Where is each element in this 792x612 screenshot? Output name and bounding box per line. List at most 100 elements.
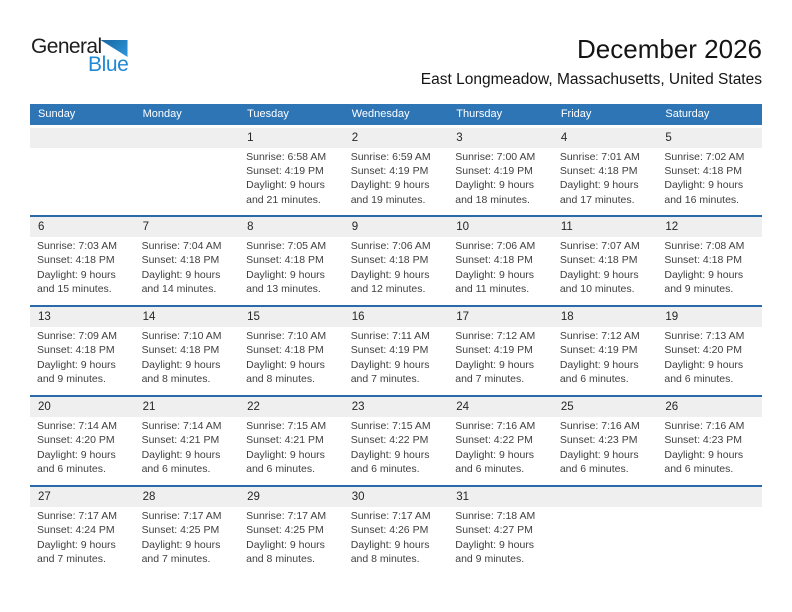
sunrise-text: Sunrise: 7:12 AM <box>455 330 536 342</box>
sunrise-text: Sunrise: 7:16 AM <box>664 420 745 432</box>
page-title: December 2026 <box>577 34 762 64</box>
sunset-text: Sunset: 4:19 PM <box>350 164 429 177</box>
day-details: Sunrise: 7:07 AM Sunset: 4:18 PM Daylight:… <box>553 237 658 297</box>
day-details: Sunrise: 7:15 AM Sunset: 4:22 PM Daylight:… <box>344 417 449 477</box>
day-header-thursday: Thursday <box>448 104 553 128</box>
day-cell: 18 Sunrise: 7:12 AM Sunset: 4:19 PM Dayligh… <box>552 306 658 396</box>
sunset-text: Sunset: 4:24 PM <box>37 524 115 537</box>
week-row: 27 Sunrise: 7:17 AM Sunset: 4:24 PM Dayligh… <box>30 486 762 576</box>
daylight-text-line1: Daylight: 9 hours <box>246 268 325 281</box>
daylight-text-line2: and 8 minutes. <box>350 553 420 566</box>
daylight-text-line1: Daylight: 9 hours <box>37 448 116 461</box>
date-number: 16 <box>343 307 449 327</box>
sunrise-text: Sunrise: 7:13 AM <box>664 330 745 342</box>
day-header-tuesday: Tuesday <box>239 104 344 128</box>
day-cell: 4 Sunrise: 7:01 AM Sunset: 4:18 PM Daylight… <box>552 126 658 216</box>
date-number: 22 <box>239 397 344 417</box>
daylight-text-line1: Daylight: 9 hours <box>455 179 535 192</box>
sunrise-text: Sunrise: 7:15 AM <box>246 420 327 432</box>
daylight-text-line2: and 6 minutes. <box>246 463 316 476</box>
daylight-text-line1: Daylight: 9 hours <box>246 448 325 461</box>
sunset-text: Sunset: 4:18 PM <box>37 344 115 357</box>
date-number: 19 <box>657 307 762 327</box>
day-details: Sunrise: 6:58 AM Sunset: 4:19 PM Daylight:… <box>239 148 344 208</box>
day-details: Sunrise: 7:12 AM Sunset: 4:19 PM Daylight:… <box>553 327 658 387</box>
daylight-text-line1: Daylight: 9 hours <box>246 179 325 192</box>
sunset-text: Sunset: 4:18 PM <box>37 254 115 267</box>
date-number: 29 <box>239 487 344 507</box>
daylight-text-line2: and 9 minutes. <box>37 373 106 386</box>
date-number: 20 <box>30 397 135 417</box>
daylight-text-line1: Daylight: 9 hours <box>141 268 221 281</box>
sunset-text: Sunset: 4:18 PM <box>141 254 220 267</box>
day-cell: 26 Sunrise: 7:16 AM Sunset: 4:23 PM Dayligh… <box>657 396 762 486</box>
day-cell: 17 Sunrise: 7:12 AM Sunset: 4:19 PM Dayligh… <box>448 306 553 396</box>
week-row: 13 Sunrise: 7:09 AM Sunset: 4:18 PM Dayligh… <box>30 306 762 396</box>
sunrise-text: Sunrise: 7:17 AM <box>37 510 117 522</box>
day-details: Sunrise: 7:10 AM Sunset: 4:18 PM Daylight:… <box>239 327 344 387</box>
day-details: Sunrise: 7:14 AM Sunset: 4:20 PM Daylight:… <box>30 417 135 477</box>
date-number: 12 <box>657 217 762 237</box>
sunrise-text: Sunrise: 7:15 AM <box>350 420 431 432</box>
sunrise-text: Sunrise: 7:06 AM <box>350 240 431 252</box>
header-titles: December 2026 East Longmeadow, Massachus… <box>421 34 762 89</box>
sunrise-text: Sunrise: 7:04 AM <box>141 240 222 252</box>
day-cell: 20 Sunrise: 7:14 AM Sunset: 4:20 PM Dayligh… <box>30 396 135 486</box>
sunset-text: Sunset: 4:20 PM <box>37 434 115 447</box>
daylight-text-line2: and 11 minutes. <box>455 283 530 296</box>
date-number <box>30 127 135 148</box>
sunrise-text: Sunrise: 7:18 AM <box>455 510 536 522</box>
date-number: 11 <box>552 217 658 237</box>
day-details: Sunrise: 7:08 AM Sunset: 4:18 PM Daylight:… <box>657 237 762 297</box>
day-details: Sunrise: 7:15 AM Sunset: 4:21 PM Daylight:… <box>239 417 344 477</box>
date-number: 27 <box>30 487 135 507</box>
day-details: Sunrise: 7:09 AM Sunset: 4:18 PM Daylight:… <box>30 327 135 387</box>
daylight-text-line1: Daylight: 9 hours <box>455 538 535 551</box>
day-details: Sunrise: 7:17 AM Sunset: 4:24 PM Daylight:… <box>30 507 135 567</box>
sunset-text: Sunset: 4:22 PM <box>350 434 429 447</box>
sunset-text: Sunset: 4:27 PM <box>455 524 533 537</box>
sunset-text: Sunset: 4:20 PM <box>664 344 743 357</box>
day-cell: 25 Sunrise: 7:16 AM Sunset: 4:23 PM Dayligh… <box>552 396 658 486</box>
daylight-text-line2: and 16 minutes. <box>664 193 740 206</box>
sunset-text: Sunset: 4:18 PM <box>455 254 533 267</box>
daylight-text-line2: and 7 minutes. <box>37 553 106 566</box>
day-details: Sunrise: 7:06 AM Sunset: 4:18 PM Daylight:… <box>344 237 449 297</box>
day-details: Sunrise: 7:01 AM Sunset: 4:18 PM Daylight:… <box>553 148 658 208</box>
day-cell: 22 Sunrise: 7:15 AM Sunset: 4:21 PM Dayligh… <box>239 396 344 486</box>
day-cell: 16 Sunrise: 7:11 AM Sunset: 4:19 PM Dayligh… <box>343 306 449 396</box>
date-number: 14 <box>134 307 240 327</box>
sunrise-text: Sunrise: 7:07 AM <box>559 240 640 252</box>
day-cell: 6 Sunrise: 7:03 AM Sunset: 4:18 PM Daylight… <box>30 216 135 306</box>
daylight-text-line2: and 10 minutes. <box>559 283 635 296</box>
daylight-text-line2: and 6 minutes. <box>664 463 734 476</box>
sunset-text: Sunset: 4:19 PM <box>559 344 638 357</box>
daylight-text-line2: and 8 minutes. <box>246 373 316 386</box>
date-number: 18 <box>552 307 658 327</box>
day-header-sunday: Sunday <box>30 104 135 128</box>
daylight-text-line2: and 13 minutes. <box>246 283 321 296</box>
sunset-text: Sunset: 4:18 PM <box>664 164 743 177</box>
daylight-text-line1: Daylight: 9 hours <box>664 448 744 461</box>
date-number: 21 <box>134 397 240 417</box>
date-number <box>134 127 240 148</box>
daylight-text-line2: and 6 minutes. <box>37 463 106 476</box>
daylight-text-line1: Daylight: 9 hours <box>664 358 744 371</box>
day-cell: 21 Sunrise: 7:14 AM Sunset: 4:21 PM Dayligh… <box>134 396 240 486</box>
daylight-text-line1: Daylight: 9 hours <box>141 538 221 551</box>
day-details: Sunrise: 7:17 AM Sunset: 4:25 PM Daylight:… <box>239 507 344 567</box>
sunrise-text: Sunrise: 7:12 AM <box>559 330 640 342</box>
logo-text-general: General <box>31 35 102 58</box>
date-number: 10 <box>448 217 553 237</box>
sunrise-text: Sunrise: 6:58 AM <box>246 150 327 163</box>
date-number: 17 <box>448 307 553 327</box>
daylight-text-line1: Daylight: 9 hours <box>141 448 221 461</box>
date-number: 6 <box>30 217 135 237</box>
daylight-text-line1: Daylight: 9 hours <box>664 179 744 192</box>
day-details: Sunrise: 7:11 AM Sunset: 4:19 PM Daylight:… <box>344 327 449 387</box>
sunset-text: Sunset: 4:21 PM <box>141 434 220 447</box>
daylight-text-line2: and 6 minutes. <box>350 463 420 476</box>
date-number <box>657 487 762 507</box>
day-cell: 27 Sunrise: 7:17 AM Sunset: 4:24 PM Dayligh… <box>30 486 135 576</box>
